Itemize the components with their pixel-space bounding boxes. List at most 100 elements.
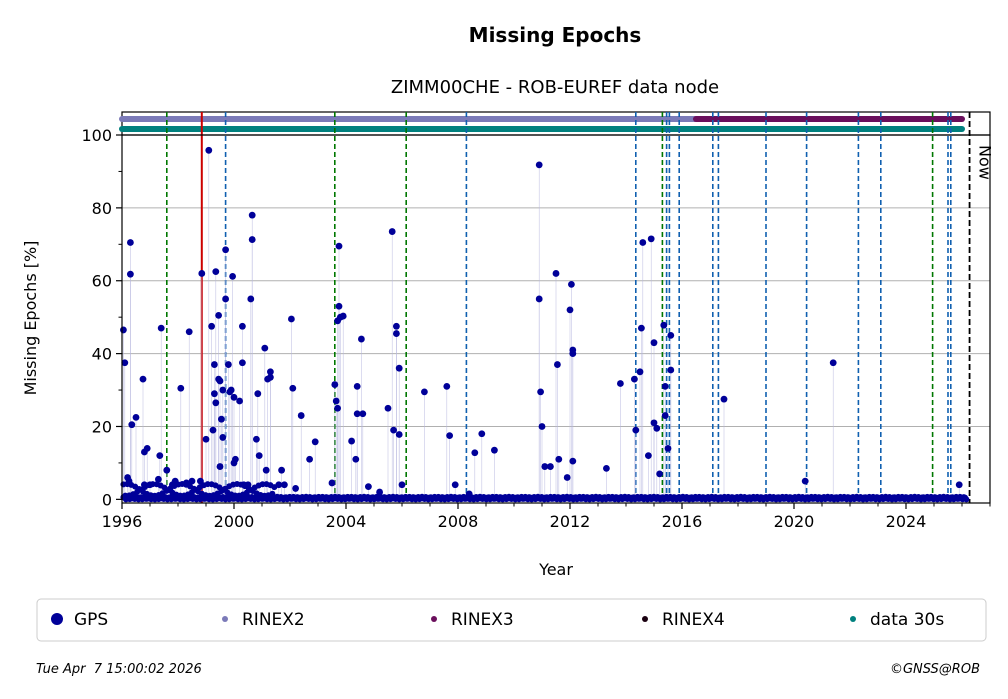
data-point	[230, 393, 238, 401]
data-point	[667, 331, 675, 339]
data-point	[139, 375, 147, 383]
data-point	[225, 361, 232, 368]
data-point	[471, 449, 479, 457]
data-point	[359, 410, 367, 418]
data-point	[254, 390, 262, 398]
data-point	[639, 239, 647, 246]
data-point	[446, 432, 453, 439]
data-point	[232, 455, 239, 463]
data-point	[297, 412, 305, 419]
data-point	[211, 390, 218, 398]
data-point	[547, 463, 554, 470]
data-point	[306, 455, 313, 463]
data-point	[491, 446, 498, 454]
data-point	[443, 383, 451, 390]
data-point	[292, 485, 299, 492]
data-point	[143, 444, 151, 452]
data-point	[390, 426, 397, 434]
data-point	[393, 330, 400, 337]
status-bar-panel	[119, 111, 991, 136]
data-point	[335, 242, 343, 250]
data-point	[212, 399, 220, 407]
legend-marker	[850, 616, 856, 622]
data-point	[353, 410, 361, 418]
data-point	[185, 328, 193, 336]
data-point	[332, 397, 340, 405]
data-point	[215, 311, 223, 319]
data-point	[537, 388, 544, 396]
data-point	[563, 474, 571, 481]
data-point	[183, 479, 190, 487]
data-point	[261, 344, 269, 352]
data-point	[352, 455, 360, 463]
data-point	[478, 430, 486, 438]
data-point	[146, 481, 154, 489]
data-point	[218, 415, 225, 423]
data-point	[664, 444, 672, 452]
legend-marker	[51, 613, 63, 625]
x-tick-label: 2020	[774, 512, 815, 531]
data-point	[275, 481, 283, 489]
data-point	[398, 481, 406, 489]
legend-label: GPS	[74, 610, 108, 630]
data-point	[236, 397, 244, 405]
x-tick-label: 2008	[438, 512, 479, 531]
data-point	[638, 324, 645, 332]
data-point	[535, 161, 543, 169]
data-point	[219, 434, 227, 441]
data-point	[650, 419, 658, 427]
data-point	[388, 228, 396, 235]
x-tick-label: 2024	[886, 512, 927, 531]
data-point	[188, 477, 196, 485]
data-point	[205, 146, 213, 154]
data-point	[239, 359, 246, 367]
data-point	[177, 384, 185, 392]
data-point	[348, 437, 355, 445]
data-point	[222, 246, 230, 254]
data-point	[535, 295, 543, 303]
data-point	[198, 270, 206, 277]
data-point	[647, 235, 655, 243]
legend-marker	[642, 616, 648, 622]
data-point	[253, 435, 260, 443]
data-point	[334, 404, 341, 412]
footer-timestamp: Tue Apr 7 15:00:02 2026	[36, 662, 202, 677]
data-point	[393, 322, 400, 330]
data-point	[829, 359, 837, 367]
data-point	[801, 477, 809, 485]
y-tick-label: 40	[92, 345, 112, 364]
y-tick-label: 100	[81, 126, 112, 145]
data-point	[120, 326, 127, 334]
x-tick-label: 2016	[662, 512, 703, 531]
data-point	[262, 466, 270, 474]
data-point	[278, 466, 285, 474]
data-point	[126, 270, 134, 278]
now-label: Now	[976, 145, 995, 180]
footer-copyright: ©GNSS@ROB	[890, 662, 980, 677]
data-points	[120, 146, 970, 503]
data-point	[661, 412, 669, 419]
data-point	[328, 479, 336, 487]
data-point	[171, 477, 179, 485]
data-point	[617, 380, 624, 387]
y-tick-label: 60	[92, 272, 112, 291]
data-point	[358, 335, 365, 343]
data-point	[248, 236, 256, 243]
data-point	[255, 452, 263, 460]
data-point	[202, 435, 210, 443]
data-point	[219, 386, 227, 394]
data-point	[645, 452, 652, 460]
data-point	[661, 383, 669, 390]
data-point	[121, 359, 129, 367]
axes	[116, 134, 991, 509]
data-point	[247, 295, 255, 303]
data-point	[650, 339, 658, 347]
data-point	[163, 466, 171, 474]
data-point	[632, 426, 640, 434]
data-point	[421, 388, 428, 396]
data-point	[660, 321, 668, 329]
legend-frame	[36, 598, 987, 642]
data-point	[155, 475, 162, 483]
data-point	[288, 315, 295, 323]
